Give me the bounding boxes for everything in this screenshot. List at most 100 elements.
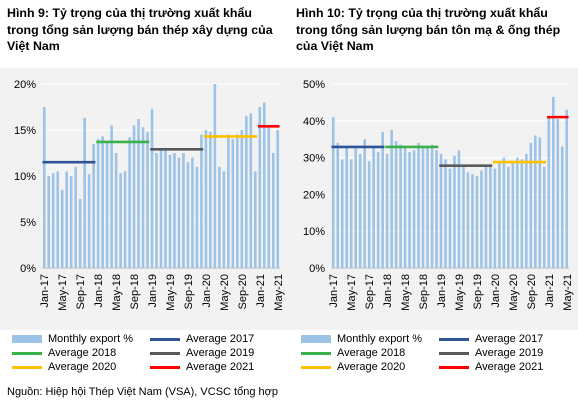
bar-monthly (340, 159, 344, 268)
bar-monthly (182, 153, 185, 268)
bar-monthly (516, 157, 519, 268)
legend-label: Average 2020 (48, 361, 117, 373)
bar-monthly (150, 108, 154, 268)
x-tick-label: Jan-19 (436, 274, 448, 308)
bar-monthly (430, 144, 434, 268)
chart-title: Hình 9: Tỷ trọng của thị trường xuất khẩ… (7, 6, 273, 53)
y-tick-label: 10% (303, 226, 325, 238)
bar-monthly (538, 137, 542, 268)
x-tick-label: May-18 (400, 274, 412, 311)
bar-monthly (83, 118, 86, 268)
bar-monthly (271, 153, 275, 268)
bar-monthly (222, 171, 226, 268)
legend-avg2019: Average 2019 (439, 347, 543, 359)
legend-label: Average 2021 (475, 361, 544, 373)
legend-label: Average 2019 (475, 347, 544, 359)
y-tick-label: 5% (20, 217, 36, 229)
bar-monthly (520, 159, 524, 268)
bar-monthly (426, 146, 429, 268)
bar-monthly (69, 176, 73, 268)
bar-monthly (376, 152, 380, 268)
legend-avg2020: Average 2020 (301, 361, 405, 373)
bar-monthly (484, 166, 488, 268)
legend-label: Average 2020 (337, 361, 406, 373)
legend-swatch-avg2019 (150, 351, 180, 355)
bar-monthly (236, 134, 239, 268)
bar-monthly (258, 107, 262, 268)
bar-monthly (128, 137, 131, 268)
bar-monthly (164, 150, 167, 268)
bar-monthly (399, 144, 402, 268)
bar-monthly (209, 131, 212, 268)
x-tick-label: May-17 (57, 274, 69, 311)
legend-swatch-monthly (301, 335, 331, 343)
bar-monthly (159, 150, 163, 268)
x-tick-label: Sep-18 (129, 274, 141, 309)
y-tick-label: 15% (14, 125, 36, 137)
bar-monthly (96, 139, 100, 268)
y-tick-label: 10% (14, 171, 36, 183)
legend-avg2021: Average 2021 (439, 361, 543, 373)
legend-avg2021: Average 2021 (150, 361, 254, 373)
x-tick-label: May-18 (111, 274, 123, 311)
x-tick-label: Sep-17 (364, 274, 376, 309)
bar-monthly (363, 139, 366, 268)
bar-monthly (227, 134, 230, 268)
x-tick-label: May-21 (273, 274, 285, 311)
bar-chart: 0% 5% 10% 15% 20% Jan-17 May-17 Sep-17 Jan-18 May… (14, 79, 285, 311)
bar-monthly (47, 176, 51, 268)
bar-monthly (186, 162, 190, 268)
bar-monthly (218, 166, 221, 268)
bar-monthly (403, 146, 407, 268)
bar-monthly (457, 150, 461, 268)
legend-avg2018: Average 2018 (12, 347, 116, 359)
x-tick-label: Jan-21 (544, 274, 556, 308)
source-note: Nguồn: Hiệp hội Thép Việt Nam (VSA), VCS… (7, 386, 278, 398)
legend-swatch-avg2020 (12, 365, 42, 369)
x-tick-label: Jan-19 (147, 274, 159, 308)
legend-label: Average 2017 (186, 333, 255, 345)
bar-monthly (51, 173, 55, 268)
legend-label: Monthly export % (48, 333, 133, 345)
x-tick-label: Jan-17 (328, 274, 340, 308)
bar-monthly (74, 166, 77, 268)
bar-monthly (146, 131, 149, 268)
y-tick-label: 0% (309, 263, 325, 275)
x-tick-label: Sep-18 (418, 274, 430, 309)
x-tick-label: May-17 (346, 274, 358, 311)
x-tick-label: Sep-19 (472, 274, 484, 309)
bar-monthly (511, 163, 515, 268)
legend-monthly: Monthly export % (301, 333, 422, 345)
y-tick-label: 20% (303, 189, 325, 201)
bar-monthly (213, 84, 217, 268)
legend-label: Average 2018 (337, 347, 406, 359)
legend-swatch-avg2017 (439, 337, 469, 341)
bar-monthly (498, 161, 501, 268)
bar-monthly (381, 131, 384, 268)
bar-monthly (489, 164, 492, 268)
bar-monthly (253, 171, 257, 268)
bar-monthly (173, 153, 176, 268)
x-tick-label: Jan-17 (39, 274, 51, 308)
legend-monthly: Monthly export % (12, 333, 133, 345)
legend-avg2020: Average 2020 (12, 361, 116, 373)
bar-monthly (349, 159, 353, 268)
chart-area: 0% 5% 10% 15% 20% Jan-17 May-17 Sep-17 Jan-18 May… (0, 68, 289, 330)
right-chart-panel: Hình 10: Tỷ trọng của thị trường xuất kh… (289, 0, 578, 384)
bar-monthly (132, 125, 136, 269)
bar-monthly (240, 130, 244, 268)
bar-monthly (245, 116, 248, 268)
legend-label: Average 2021 (186, 361, 255, 373)
bar-monthly (372, 146, 375, 268)
bar-monthly (42, 107, 46, 268)
x-tick-label: May-20 (219, 274, 231, 311)
bar-monthly (358, 153, 362, 268)
bar-monthly (345, 146, 349, 268)
x-tick-label: May-21 (562, 274, 574, 311)
bar-monthly (435, 150, 438, 268)
bar-monthly (502, 157, 506, 268)
bar-monthly (114, 153, 118, 268)
bar-monthly (560, 146, 564, 268)
bar-monthly (200, 134, 203, 268)
y-tick-label: 40% (303, 116, 325, 128)
